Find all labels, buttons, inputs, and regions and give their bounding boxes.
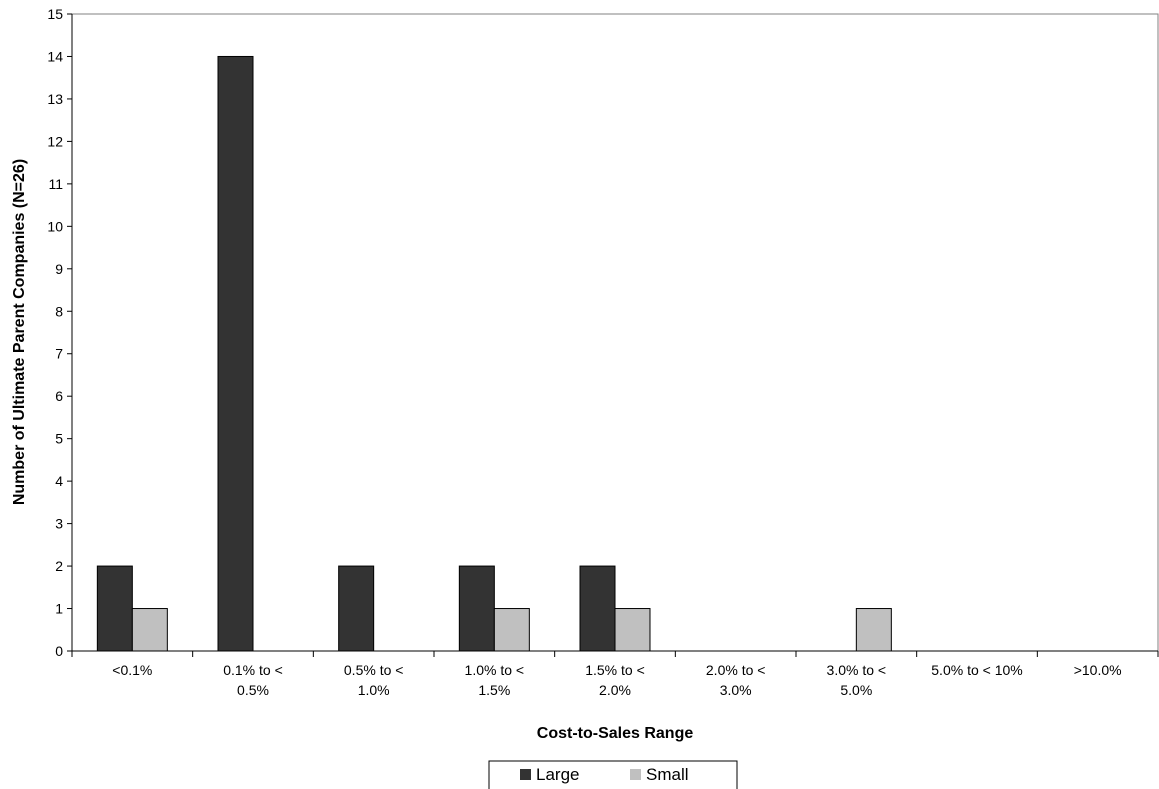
- x-tick-label-line: 5.0% to < 10%: [931, 662, 1022, 678]
- y-tick-label: 4: [55, 473, 63, 489]
- y-tick-label: 8: [55, 303, 63, 319]
- x-tick-label: 3.0% to < 5.0%: [827, 662, 887, 698]
- y-tick-label: 3: [55, 516, 63, 532]
- x-tick-label-line: 5.0%: [840, 682, 872, 698]
- y-tick-label: 10: [47, 218, 63, 234]
- x-tick-label-line: 1.0%: [358, 682, 390, 698]
- bars-group: [96, 55, 892, 652]
- bar-large: [338, 565, 375, 652]
- y-tick-label: 15: [47, 6, 63, 22]
- bar-large: [217, 55, 254, 652]
- y-tick-label: 0: [55, 643, 63, 659]
- x-tick-label: >10.0%: [1074, 662, 1122, 678]
- y-axis-title: Number of Ultimate Parent Companies (N=2…: [11, 159, 28, 505]
- x-tick-label-line: 3.0%: [720, 682, 752, 698]
- y-tick-label: 11: [48, 176, 63, 192]
- bar-large: [96, 565, 133, 652]
- y-tick-label: 13: [47, 91, 63, 107]
- bar-small: [131, 608, 168, 652]
- x-axis-title: Cost-to-Sales Range: [537, 725, 694, 742]
- legend: Large Small: [488, 760, 738, 789]
- x-tick-label-line: 1.0% to <: [465, 662, 525, 678]
- legend-swatch-large: [520, 769, 531, 780]
- y-tick-label: 5: [55, 431, 63, 447]
- legend-swatch-small: [630, 769, 641, 780]
- x-tick-label-line: 0.5%: [237, 682, 269, 698]
- x-tick-label: 0.5% to < 1.0%: [344, 662, 404, 698]
- x-tick-label-line: >10.0%: [1074, 662, 1122, 678]
- bar-large: [458, 565, 495, 652]
- x-tick-label-line: 0.1% to <: [223, 662, 283, 678]
- x-tick-label-line: 1.5% to <: [585, 662, 645, 678]
- legend-label-large: Large: [536, 765, 579, 784]
- x-tick-labels: <0.1% 0.1% to < 0.5% 0.5% to < 1.0% 1.0% to <…: [112, 662, 1121, 698]
- y-tick-label: 9: [55, 261, 63, 277]
- y-tick-label: 2: [55, 558, 63, 574]
- x-tick-label: 2.0% to < 3.0%: [706, 662, 766, 698]
- y-tick-label: 6: [55, 388, 63, 404]
- bar-small: [855, 608, 892, 652]
- legend-label-small: Small: [646, 765, 689, 784]
- x-tick-label: 1.0% to < 1.5%: [465, 662, 525, 698]
- x-tick-label: <0.1%: [112, 662, 152, 678]
- y-tick-label: 1: [55, 601, 63, 617]
- x-tick-label: 0.1% to < 0.5%: [223, 662, 283, 698]
- bar-small: [493, 608, 530, 652]
- bar-small: [614, 608, 651, 652]
- bar-large: [579, 565, 616, 652]
- y-tick-label: 14: [47, 48, 63, 64]
- y-tick-label: 12: [47, 133, 63, 149]
- x-tick-label: 1.5% to < 2.0%: [585, 662, 645, 698]
- x-tick-label-line: <0.1%: [112, 662, 152, 678]
- y-tick-label: 7: [55, 346, 63, 362]
- x-tick-label: 5.0% to < 10%: [931, 662, 1022, 678]
- axes-group: [67, 13, 1159, 657]
- x-tick-label-line: 1.5%: [478, 682, 510, 698]
- x-tick-label-line: 3.0% to <: [827, 662, 887, 678]
- x-tick-label-line: 2.0%: [599, 682, 631, 698]
- x-tick-label-line: 2.0% to <: [706, 662, 766, 678]
- x-tick-label-line: 0.5% to <: [344, 662, 404, 678]
